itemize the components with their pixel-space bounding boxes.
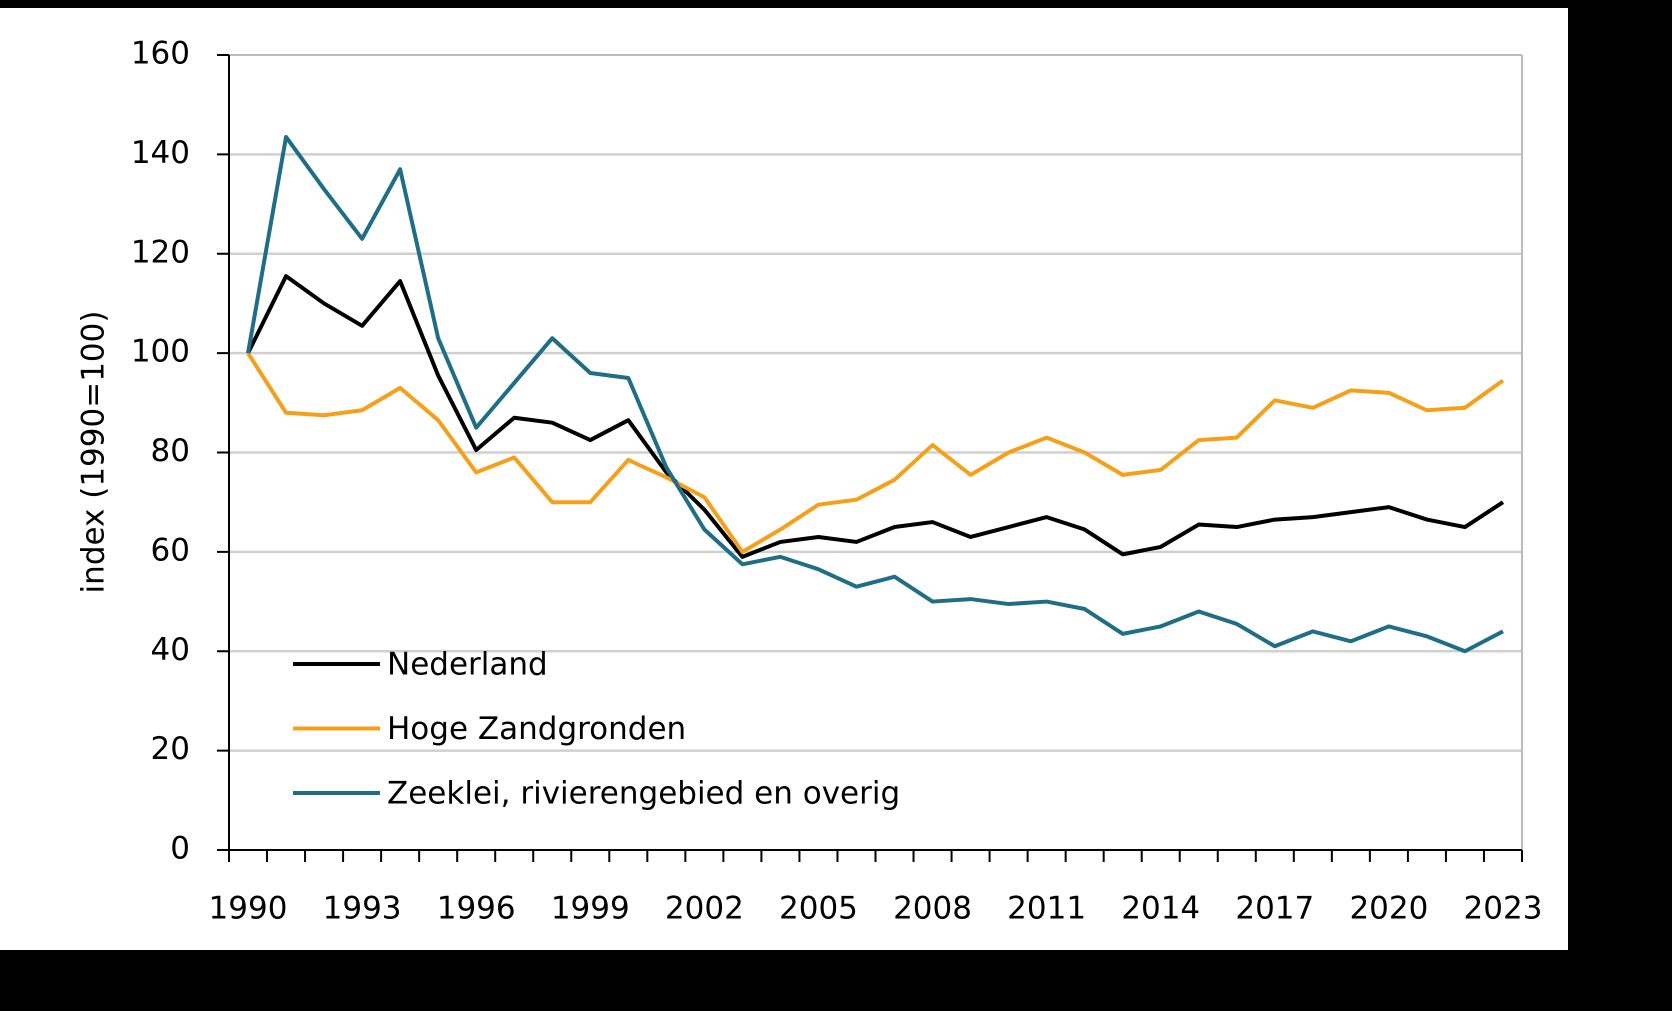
- y-tick-label: 40: [151, 632, 190, 668]
- x-tick-label: 1993: [323, 891, 402, 927]
- x-tick-label: 2002: [665, 891, 744, 927]
- y-axis-label: index (1990=100): [76, 311, 112, 594]
- x-tick-label: 2023: [1464, 891, 1543, 927]
- x-tick-label: 2014: [1121, 891, 1200, 927]
- background: [0, 8, 1568, 950]
- x-tick-label: 2020: [1349, 891, 1428, 927]
- y-tick-label: 0: [170, 831, 190, 867]
- y-tick-label: 20: [151, 731, 190, 767]
- x-tick-label: 2005: [779, 891, 858, 927]
- x-tick-label: 1999: [551, 891, 630, 927]
- x-tick-label: 2017: [1235, 891, 1314, 927]
- y-tick-label: 80: [151, 433, 190, 469]
- x-tick-label: 1990: [209, 891, 288, 927]
- legend-label: Zeeklei, rivierengebied en overig: [387, 776, 900, 812]
- x-tick-label: 2011: [1007, 891, 1086, 927]
- y-tick-label: 160: [131, 36, 190, 72]
- series-line: [246, 352, 1505, 554]
- y-tick-label: 100: [131, 334, 190, 370]
- y-tick-label: 60: [151, 532, 190, 568]
- y-tick-label: 140: [131, 135, 190, 171]
- x-tick-label: 1996: [437, 891, 516, 927]
- y-tick-label: 120: [131, 234, 190, 270]
- x-tick-label: 2008: [893, 891, 972, 927]
- legend-label: Nederland: [387, 647, 548, 683]
- legend-label: Hoge Zandgronden: [387, 711, 686, 747]
- series-line: [246, 134, 1504, 654]
- series-line: [246, 274, 1505, 559]
